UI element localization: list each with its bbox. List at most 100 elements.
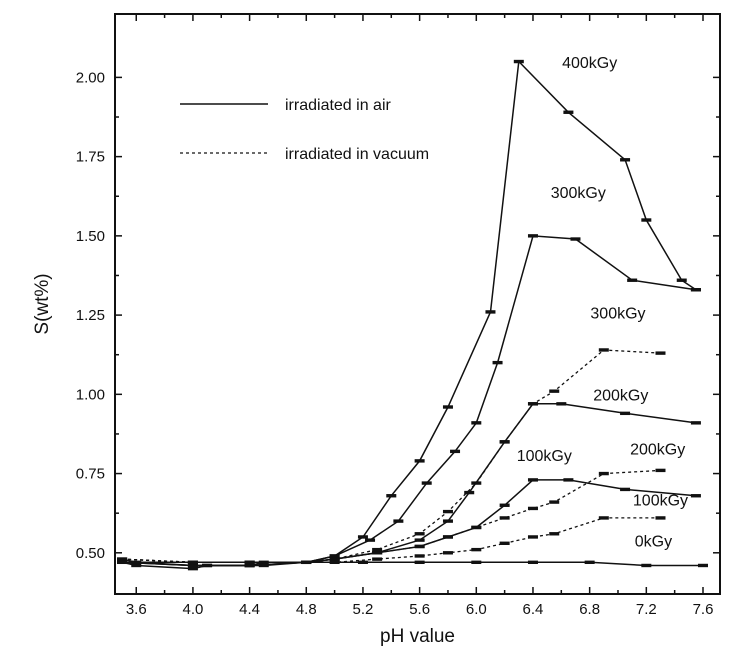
data-point-100kGy-air xyxy=(471,525,482,530)
data-point-100kGy-air xyxy=(620,487,631,492)
data-point-100kGy-air xyxy=(187,563,198,568)
y-tick-label: 1.50 xyxy=(76,228,105,245)
data-point-200kGy-vacuum xyxy=(499,516,510,520)
data-point-400kGy-air xyxy=(258,563,269,568)
x-tick-label: 7.2 xyxy=(636,601,657,618)
series-annotation: 400kGy xyxy=(562,55,617,72)
data-point-100kGy-air xyxy=(244,563,255,568)
data-point-100kGy-air xyxy=(690,494,701,498)
data-point-0kGy-air xyxy=(117,560,128,565)
legend-label-vacuum: irradiated in vacuum xyxy=(285,146,429,163)
data-point-400kGy-air xyxy=(442,405,453,409)
data-point-100kGy-vacuum xyxy=(499,541,510,545)
data-point-100kGy-vacuum xyxy=(117,557,128,561)
data-point-100kGy-vacuum xyxy=(549,532,560,536)
data-point-200kGy-air xyxy=(414,538,425,542)
data-point-300kGy-air xyxy=(329,554,340,558)
data-point-300kGy-vacuum xyxy=(442,509,453,514)
data-point-100kGy-vacuum xyxy=(527,535,538,539)
data-point-300kGy-air xyxy=(421,481,432,485)
data-point-0kGy-air xyxy=(527,560,538,565)
data-point-0kGy-air xyxy=(471,560,482,565)
x-tick-label: 5.2 xyxy=(353,601,374,618)
data-point-100kGy-vacuum xyxy=(414,554,425,558)
x-tick-label: 6.0 xyxy=(466,601,487,618)
x-tick-label: 3.6 xyxy=(126,601,147,618)
data-point-300kGy-air xyxy=(570,237,581,241)
data-point-300kGy-air xyxy=(690,288,701,292)
data-point-300kGy-vacuum xyxy=(598,348,609,352)
data-point-100kGy-air xyxy=(329,557,340,561)
data-point-300kGy-air xyxy=(450,449,461,454)
data-point-100kGy-vacuum xyxy=(442,551,453,555)
series-annotation: 100kGy xyxy=(633,492,688,509)
data-point-200kGy-air xyxy=(620,411,631,416)
data-point-400kGy-air xyxy=(676,278,687,282)
data-point-400kGy-air xyxy=(357,535,368,539)
data-point-200kGy-vacuum xyxy=(549,500,560,504)
data-point-400kGy-air xyxy=(414,459,425,463)
x-tick-label: 4.8 xyxy=(296,601,317,618)
data-point-0kGy-air xyxy=(697,563,708,568)
data-point-0kGy-air xyxy=(301,560,312,565)
y-tick-label: 0.75 xyxy=(76,466,105,483)
data-point-100kGy-air xyxy=(563,478,574,482)
y-tick-label: 0.50 xyxy=(76,545,105,562)
y-tick-label: 1.00 xyxy=(76,386,105,403)
data-point-100kGy-air xyxy=(442,535,453,539)
series-line-100kGy-vacuum xyxy=(122,517,661,563)
data-point-400kGy-air xyxy=(131,563,142,568)
x-tick-label: 4.4 xyxy=(239,601,260,618)
series-annotation: 300kGy xyxy=(551,185,606,202)
series-group xyxy=(117,59,708,571)
legend-label-air: irradiated in air xyxy=(285,97,392,114)
data-point-200kGy-vacuum xyxy=(655,468,666,473)
data-point-400kGy-air xyxy=(620,158,631,162)
y-axis-title: S(wt%) xyxy=(32,273,53,334)
data-point-300kGy-vacuum xyxy=(655,351,666,355)
legend: irradiated in air irradiated in vacuum xyxy=(180,97,429,163)
data-point-0kGy-air xyxy=(414,560,425,565)
data-point-200kGy-air xyxy=(499,440,510,444)
data-point-300kGy-air xyxy=(471,421,482,425)
data-point-400kGy-air xyxy=(513,59,524,64)
data-point-100kGy-air xyxy=(414,544,425,549)
x-tick-label: 5.6 xyxy=(409,601,430,618)
data-point-100kGy-air xyxy=(372,551,383,555)
data-point-300kGy-vacuum xyxy=(549,389,560,393)
data-point-400kGy-air xyxy=(386,494,397,498)
data-point-200kGy-air xyxy=(527,402,538,406)
x-axis-title: pH value xyxy=(380,626,455,647)
data-point-300kGy-air xyxy=(492,360,503,365)
series-line-200kGy-air xyxy=(122,403,697,567)
data-point-200kGy-vacuum xyxy=(598,471,609,476)
data-point-100kGy-air xyxy=(499,503,510,507)
y-tick-label: 1.25 xyxy=(76,307,105,324)
x-tick-label: 6.4 xyxy=(523,601,544,618)
y-tick-label: 1.75 xyxy=(76,149,105,166)
data-point-100kGy-vacuum xyxy=(598,516,609,520)
data-point-300kGy-air xyxy=(365,538,376,542)
data-point-0kGy-air xyxy=(244,560,255,565)
series-annotation: 200kGy xyxy=(593,388,648,405)
data-point-0kGy-air xyxy=(187,560,198,565)
data-point-400kGy-air xyxy=(187,566,198,571)
plot-border xyxy=(114,13,721,595)
y-tick-label: 2.00 xyxy=(76,69,105,86)
data-point-300kGy-air xyxy=(527,234,538,238)
data-point-100kGy-vacuum xyxy=(372,557,383,561)
x-tick-label: 4.0 xyxy=(182,601,203,618)
series-line-100kGy-air xyxy=(122,479,696,567)
data-point-400kGy-air xyxy=(485,310,496,314)
axis-ticks xyxy=(115,14,720,594)
data-point-300kGy-air xyxy=(627,278,638,282)
x-tick-label: 6.8 xyxy=(579,601,600,618)
data-point-200kGy-air xyxy=(556,402,567,406)
series-annotation: 300kGy xyxy=(590,305,645,322)
data-point-0kGy-air xyxy=(357,560,368,565)
series-line-300kGy-vacuum xyxy=(122,349,661,563)
series-annotation: 100kGy xyxy=(517,448,572,465)
data-point-200kGy-air xyxy=(690,421,701,425)
data-point-0kGy-air xyxy=(584,560,595,565)
